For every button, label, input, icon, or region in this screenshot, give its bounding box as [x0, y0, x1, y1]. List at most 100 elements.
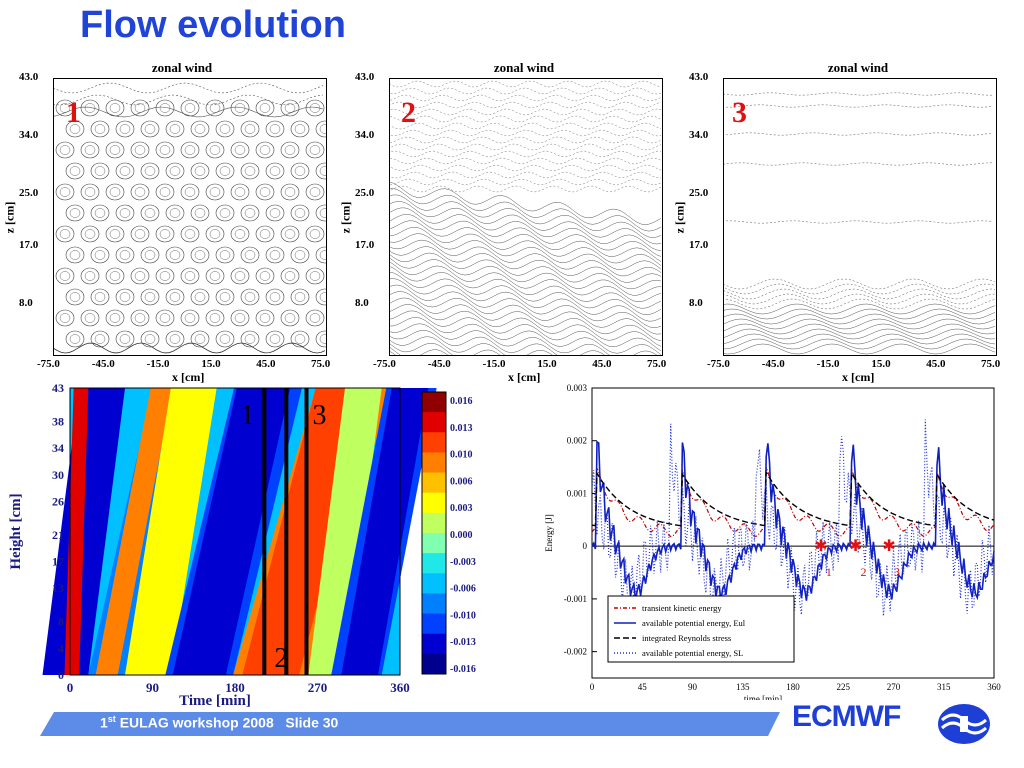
contour-ring	[59, 187, 71, 197]
contour-ring	[180, 267, 200, 285]
contour-line	[389, 201, 662, 245]
contour-ring	[65, 288, 85, 306]
contour-line	[389, 246, 662, 283]
contour-x-tick: -75.0	[373, 358, 396, 370]
contour-ring	[319, 208, 327, 218]
contour-ring	[144, 208, 156, 218]
contour-ring	[269, 292, 281, 302]
colorbar-swatch	[422, 653, 446, 675]
contour-ring	[315, 246, 327, 264]
contour-line	[723, 343, 996, 355]
legend-label: available potential energy, Eul	[642, 618, 746, 628]
contour-ring	[219, 292, 231, 302]
contour-ring	[290, 246, 310, 264]
contour-line	[389, 271, 662, 315]
panel-label-1: 1	[66, 96, 81, 129]
contour1-ylabel: z [cm]	[2, 201, 17, 234]
contour-ring	[244, 208, 256, 218]
contour-line	[389, 252, 662, 290]
footer-slide-number: Slide 30	[285, 714, 339, 731]
contour-ring	[290, 288, 310, 306]
colorbar-tick: -0.010	[450, 610, 476, 621]
contour-line	[723, 220, 994, 224]
contour-ring	[240, 330, 260, 348]
contour-ring	[309, 187, 321, 197]
contour-line	[389, 291, 662, 335]
contour-line	[389, 164, 662, 172]
contour-ring	[305, 267, 325, 285]
contour-ring	[105, 225, 125, 243]
contour-plot-1	[53, 78, 327, 356]
panel-label-3: 3	[732, 96, 747, 129]
contour-line	[389, 346, 450, 356]
contour-y-tick: 43.0	[355, 71, 375, 83]
contour-ring	[94, 334, 106, 344]
contour3-ylabel: z [cm]	[672, 201, 687, 234]
contour-y-tick: 34.0	[19, 129, 39, 142]
contour-line	[389, 330, 607, 356]
contour-ring	[55, 141, 75, 159]
contour-ring	[109, 145, 121, 155]
contour-line	[723, 162, 994, 166]
contour-line	[723, 303, 996, 315]
contour-ring	[190, 288, 210, 306]
contour-line	[389, 342, 502, 356]
contour-ring	[84, 313, 96, 323]
contour-ring	[209, 187, 221, 197]
contour-ring	[294, 250, 306, 260]
heatmap-x-tick: 360	[390, 680, 410, 695]
contour-ring	[84, 271, 96, 281]
contour-line	[723, 318, 996, 330]
contour-ring	[240, 288, 260, 306]
contour-ring	[305, 309, 325, 327]
energy-marker-star: ✱	[849, 538, 862, 555]
contour-ring	[115, 162, 135, 180]
energy-marker-star: ✱	[814, 538, 827, 555]
contour-line	[389, 129, 662, 137]
energy-y-tick: 0.002	[567, 436, 587, 446]
contour-line	[389, 265, 662, 309]
contour-ring	[255, 99, 275, 117]
contour-ring	[215, 162, 235, 180]
energy-y-tick: -0.002	[564, 647, 587, 657]
energy-y-tick: 0.001	[567, 488, 587, 498]
contour-ring	[215, 120, 235, 138]
contour-ring	[315, 162, 327, 180]
contour-ring	[265, 204, 285, 222]
contour-ring	[259, 229, 271, 239]
contour-ring	[84, 229, 96, 239]
contour-ring	[134, 103, 146, 113]
contour-line	[389, 178, 662, 186]
energy-legend	[607, 595, 795, 663]
contour-ring	[90, 204, 110, 222]
heatmap-x-tick: 90	[146, 680, 159, 695]
energy-y-tick: 0	[583, 541, 588, 551]
contour-ring	[255, 309, 275, 327]
contour-lines	[53, 82, 327, 354]
contour-ring	[315, 204, 327, 222]
contour-ring	[119, 292, 131, 302]
contour3-xlabel: x [cm]	[842, 370, 875, 384]
energy-x-tick: 180	[786, 682, 800, 692]
contour-x-tick: 15.0	[871, 358, 891, 370]
contour-ring	[115, 246, 135, 264]
contour-ring	[59, 271, 71, 281]
contour-ring	[144, 124, 156, 134]
contour-ring	[209, 103, 221, 113]
contour-ring	[165, 204, 185, 222]
contour-line	[389, 233, 662, 270]
contour-ring	[280, 309, 300, 327]
contour-ring	[294, 292, 306, 302]
contour-line	[389, 261, 662, 303]
contour-ring	[140, 204, 160, 222]
contour-wave	[53, 94, 324, 106]
contour-line	[389, 122, 662, 130]
contour-ring	[65, 204, 85, 222]
series-reynolds-stress	[591, 470, 995, 527]
contour-line	[389, 278, 662, 322]
contour-line	[389, 143, 662, 151]
contour-ring	[205, 267, 225, 285]
contour-line	[389, 257, 662, 296]
heatmap-band	[308, 388, 382, 675]
time-marker-label: 1	[240, 400, 254, 431]
